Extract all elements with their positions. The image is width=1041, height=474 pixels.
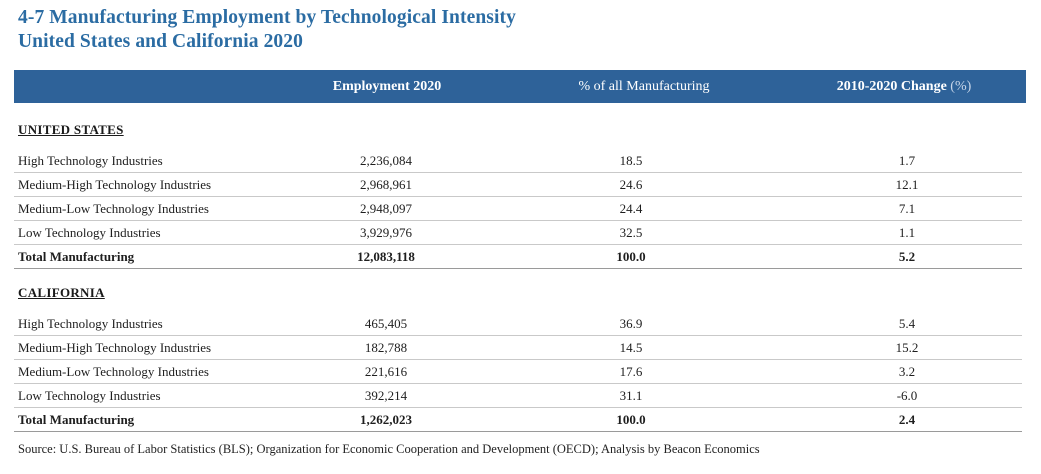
section-title-united-states: UNITED STATES (18, 122, 124, 137)
row-label: Medium-High Technology Industries (18, 340, 212, 355)
column-header-employment: Employment 2020 (332, 78, 442, 94)
column-header-change: 2010-2020 Change (%) (814, 79, 994, 95)
table-row: Medium-High Technology Industries 2,968,… (14, 173, 1022, 197)
employment-value: 2,948,097 (360, 201, 412, 216)
table-title: 4-7 Manufacturing Employment by Technolo… (18, 6, 516, 54)
table-row: High Technology Industries 2,236,084 18.… (14, 149, 1022, 173)
column-header-change-unit: (%) (950, 78, 972, 94)
table-row: Low Technology Industries 392,214 31.1 -… (14, 384, 1022, 408)
change-value: 7.1 (898, 201, 916, 216)
pct-value: 24.4 (619, 201, 643, 216)
column-header-pct-manufacturing: % of all Manufacturing (578, 78, 710, 94)
employment-value: 12,083,118 (357, 249, 415, 264)
row-label: High Technology Industries (18, 153, 163, 168)
section-title-california: CALIFORNIA (18, 285, 105, 300)
row-label: Total Manufacturing (18, 412, 135, 427)
employment-value: 392,214 (364, 388, 408, 403)
change-value: 5.4 (898, 316, 916, 331)
pct-value: 100.0 (616, 412, 646, 427)
title-line-1: 4-7 Manufacturing Employment by Technolo… (18, 7, 516, 28)
row-label: Medium-Low Technology Industries (18, 364, 209, 379)
column-header-change-label: 2010-2020 Change (836, 78, 947, 94)
source-note: Source: U.S. Bureau of Labor Statistics … (18, 442, 760, 456)
header-bar: Employment 2020 % of all Manufacturing 2… (14, 70, 1026, 103)
change-value: 5.2 (898, 249, 916, 264)
change-value: 1.7 (898, 153, 916, 168)
total-row: Total Manufacturing 12,083,118 100.0 5.2 (14, 245, 1022, 269)
table-row: Medium-Low Technology Industries 221,616… (14, 360, 1022, 384)
employment-value: 2,236,084 (360, 153, 412, 168)
change-value: 2.4 (898, 412, 916, 427)
pct-value: 24.6 (619, 177, 643, 192)
row-label: Medium-High Technology Industries (18, 177, 212, 192)
employment-value: 3,929,976 (360, 225, 412, 240)
pct-value: 100.0 (616, 249, 646, 264)
table-row: Low Technology Industries 3,929,976 32.5… (14, 221, 1022, 245)
employment-value: 221,616 (364, 364, 408, 379)
pct-value: 17.6 (619, 364, 643, 379)
employment-value: 2,968,961 (360, 177, 412, 192)
table-row: High Technology Industries 465,405 36.9 … (14, 312, 1022, 336)
employment-value: 1,262,023 (360, 412, 412, 427)
column-header-row: Employment 2020 % of all Manufacturing 2… (14, 70, 1026, 103)
pct-value: 32.5 (619, 225, 643, 240)
change-value: 1.1 (898, 225, 916, 240)
pct-value: 36.9 (619, 316, 643, 331)
employment-value: 465,405 (364, 316, 408, 331)
row-label: Low Technology Industries (18, 388, 161, 403)
title-line-2: United States and California 2020 (18, 31, 303, 52)
row-label: Total Manufacturing (18, 249, 135, 264)
pct-value: 18.5 (619, 153, 643, 168)
change-value: 15.2 (895, 340, 919, 355)
total-row: Total Manufacturing 1,262,023 100.0 2.4 (14, 408, 1022, 432)
change-value: 3.2 (898, 364, 916, 379)
table-row: Medium-Low Technology Industries 2,948,0… (14, 197, 1022, 221)
pct-value: 14.5 (619, 340, 643, 355)
row-label: High Technology Industries (18, 316, 163, 331)
change-value: 12.1 (895, 177, 919, 192)
row-label: Medium-Low Technology Industries (18, 201, 209, 216)
row-label: Low Technology Industries (18, 225, 161, 240)
table-row: Medium-High Technology Industries 182,78… (14, 336, 1022, 360)
employment-value: 182,788 (364, 340, 408, 355)
change-value: -6.0 (896, 388, 918, 403)
pct-value: 31.1 (619, 388, 643, 403)
